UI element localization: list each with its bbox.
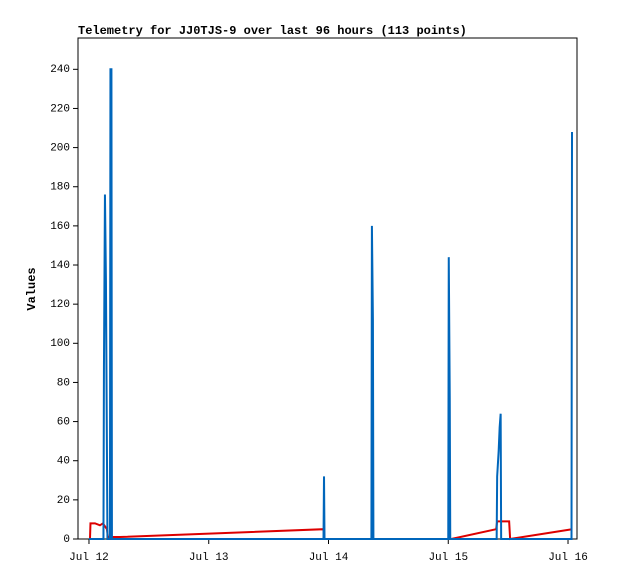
y-tick-label: 60 xyxy=(57,416,70,428)
y-axis-label: Values xyxy=(25,267,39,310)
y-tick-label: 80 xyxy=(57,377,70,389)
y-tick-label: 100 xyxy=(50,338,70,350)
y-tick-label: 0 xyxy=(63,534,70,546)
plot-frame xyxy=(77,37,578,540)
x-tick-label: Jul 15 xyxy=(428,552,468,564)
y-tick-label: 160 xyxy=(50,221,70,233)
x-tick-label: Jul 14 xyxy=(309,552,349,564)
x-tick-label: Jul 13 xyxy=(189,552,229,564)
series-line xyxy=(88,520,573,541)
y-tick-label: 220 xyxy=(50,103,70,115)
series-line xyxy=(88,68,574,540)
x-tick-label: Jul 16 xyxy=(548,552,588,564)
y-tick-label: 240 xyxy=(50,64,70,76)
x-tick-label: Jul 12 xyxy=(69,552,109,564)
y-tick-label: 140 xyxy=(50,260,70,272)
y-tick-label: 20 xyxy=(57,495,70,507)
y-tick-label: 120 xyxy=(50,299,70,311)
y-tick-label: 200 xyxy=(50,143,70,155)
chart-title: Telemetry for JJ0TJS-9 over last 96 hour… xyxy=(78,24,467,38)
y-tick-label: 40 xyxy=(57,456,70,468)
y-tick-label: 180 xyxy=(50,182,70,194)
